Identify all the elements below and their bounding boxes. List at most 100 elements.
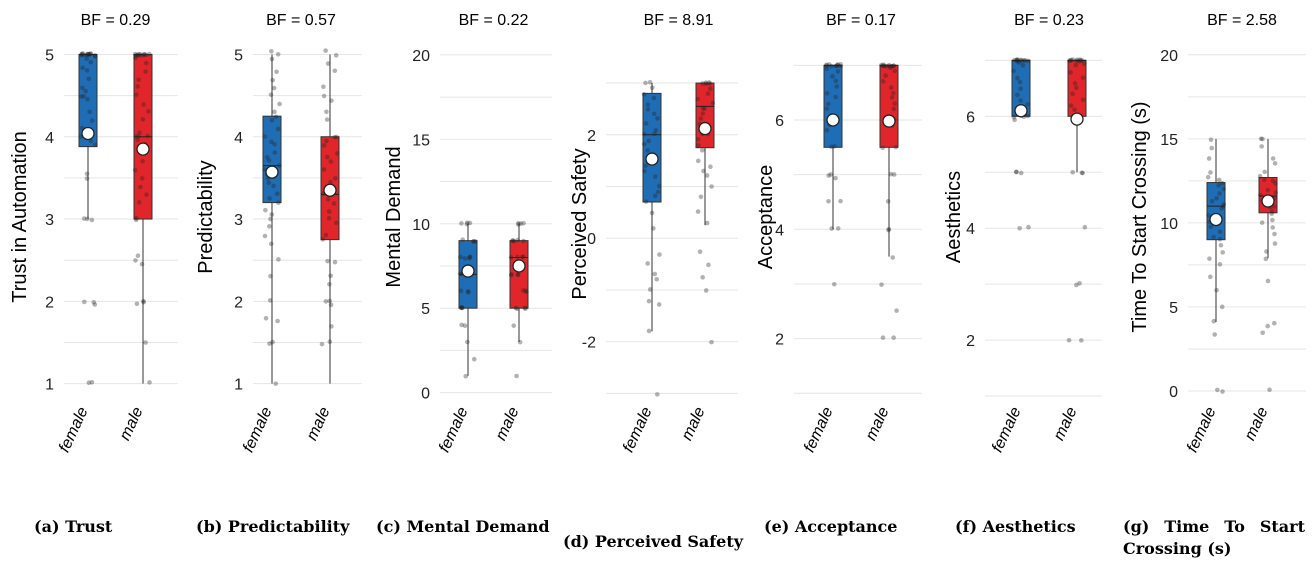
data-point: [1211, 318, 1217, 324]
data-point: [1220, 250, 1226, 255]
data-point: [652, 174, 658, 179]
data-point: [1208, 137, 1214, 143]
y-axis-label: Time To Start Crossing (s): [1129, 101, 1151, 332]
data-point: [323, 232, 329, 238]
data-point: [1025, 113, 1030, 119]
data-point: [511, 323, 517, 328]
data-point: [325, 154, 330, 160]
data-point: [514, 306, 520, 312]
data-point: [1079, 58, 1085, 63]
data-point: [657, 252, 662, 257]
data-point: [650, 85, 655, 90]
data-point: [643, 121, 649, 126]
data-point: [891, 63, 897, 69]
data-point: [824, 66, 830, 72]
data-point: [891, 63, 897, 69]
data-point: [146, 109, 151, 114]
data-point: [1272, 161, 1278, 166]
data-point: [645, 148, 650, 153]
data-point: [1260, 136, 1265, 142]
data-point: [888, 171, 894, 177]
data-point: [1012, 57, 1017, 63]
data-point: [645, 102, 651, 107]
data-point: [879, 282, 884, 287]
data-point: [647, 287, 653, 292]
data-point: [699, 148, 705, 153]
data-point: [1208, 224, 1214, 230]
data-point: [81, 94, 87, 99]
data-point: [700, 81, 705, 86]
data-point: [1015, 58, 1020, 63]
data-point: [835, 62, 840, 68]
data-point: [263, 207, 268, 213]
data-point: [268, 273, 273, 279]
data-point: [471, 356, 477, 362]
data-point: [838, 62, 843, 67]
data-point: [1262, 177, 1267, 183]
y-tick-label: 0: [421, 386, 430, 403]
category-label-female: female: [1184, 404, 1220, 455]
y-axis-label: Acceptance: [755, 165, 777, 270]
data-point: [1021, 58, 1027, 63]
category-label-female: female: [436, 404, 472, 455]
data-point: [141, 298, 146, 304]
data-point: [459, 305, 464, 311]
data-point: [706, 262, 711, 268]
data-point: [274, 69, 279, 75]
data-point: [885, 63, 891, 69]
data-point: [1015, 57, 1020, 62]
data-point: [1076, 58, 1082, 64]
data-point: [78, 52, 84, 58]
data-point: [465, 220, 470, 226]
data-point: [1259, 220, 1265, 225]
data-point: [710, 100, 716, 106]
data-point: [88, 59, 94, 65]
data-point: [1264, 249, 1269, 254]
y-tick-label: 4: [45, 130, 54, 147]
data-point: [517, 339, 523, 345]
data-point: [82, 52, 87, 58]
bayes-factor-label: BF = 0.22: [459, 12, 529, 29]
data-point: [84, 52, 90, 57]
data-point: [1217, 229, 1223, 234]
y-tick-label: 6: [775, 113, 784, 130]
data-point: [269, 56, 275, 62]
data-point: [701, 168, 706, 174]
data-point: [142, 52, 147, 57]
data-point: [515, 237, 521, 243]
data-point: [1265, 187, 1271, 193]
data-point: [651, 111, 657, 117]
data-point: [83, 88, 88, 94]
data-point: [655, 189, 661, 195]
data-point: [1219, 304, 1225, 310]
data-point: [889, 63, 895, 69]
data-point: [651, 95, 657, 101]
data-point: [1260, 330, 1266, 336]
data-point: [1270, 178, 1276, 184]
data-point: [136, 53, 142, 58]
category-label-male: male: [679, 404, 709, 443]
data-point: [891, 106, 897, 112]
mean-marker: [1014, 104, 1028, 118]
data-point: [141, 102, 146, 107]
data-point: [1258, 136, 1264, 142]
data-point: [1079, 170, 1085, 176]
data-point: [1074, 58, 1079, 63]
data-point: [466, 256, 472, 261]
category-label-male: male: [1051, 404, 1081, 443]
data-point: [272, 141, 277, 147]
category-label-male: male: [1242, 404, 1272, 443]
data-point: [1022, 58, 1028, 63]
data-point: [1077, 57, 1083, 62]
data-point: [524, 289, 529, 295]
data-point: [702, 106, 707, 112]
data-point: [135, 253, 141, 259]
category-label-female: female: [620, 404, 656, 455]
data-point: [891, 172, 897, 177]
data-point: [92, 53, 98, 58]
data-point: [641, 141, 647, 147]
data-point: [85, 51, 91, 57]
data-point: [87, 109, 92, 115]
data-point: [646, 328, 652, 334]
data-point: [704, 173, 710, 178]
